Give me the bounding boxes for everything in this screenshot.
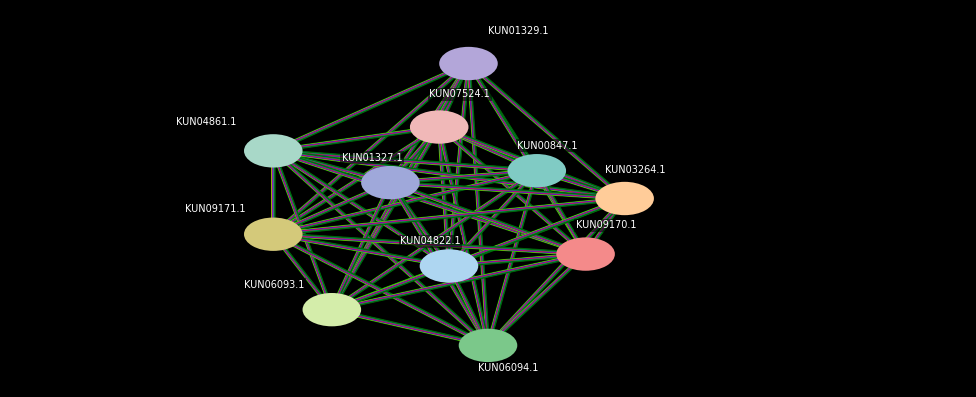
Text: KUN07524.1: KUN07524.1 <box>429 89 490 99</box>
Text: KUN03264.1: KUN03264.1 <box>605 165 666 175</box>
Text: KUN09170.1: KUN09170.1 <box>576 220 636 230</box>
Text: KUN04861.1: KUN04861.1 <box>176 117 236 127</box>
Ellipse shape <box>420 249 478 283</box>
Text: KUN04822.1: KUN04822.1 <box>400 236 461 246</box>
Text: KUN01327.1: KUN01327.1 <box>342 153 402 163</box>
Text: KUN01329.1: KUN01329.1 <box>488 26 549 36</box>
Text: KUN06093.1: KUN06093.1 <box>244 280 305 290</box>
Ellipse shape <box>410 110 468 144</box>
Text: KUN00847.1: KUN00847.1 <box>517 141 578 151</box>
Ellipse shape <box>244 218 303 251</box>
Ellipse shape <box>508 154 566 187</box>
Ellipse shape <box>595 182 654 215</box>
Text: KUN09171.1: KUN09171.1 <box>185 204 246 214</box>
Ellipse shape <box>556 237 615 271</box>
Ellipse shape <box>244 134 303 168</box>
Ellipse shape <box>303 293 361 326</box>
Ellipse shape <box>459 329 517 362</box>
Text: KUN06094.1: KUN06094.1 <box>478 363 539 373</box>
Ellipse shape <box>439 47 498 80</box>
Ellipse shape <box>361 166 420 199</box>
